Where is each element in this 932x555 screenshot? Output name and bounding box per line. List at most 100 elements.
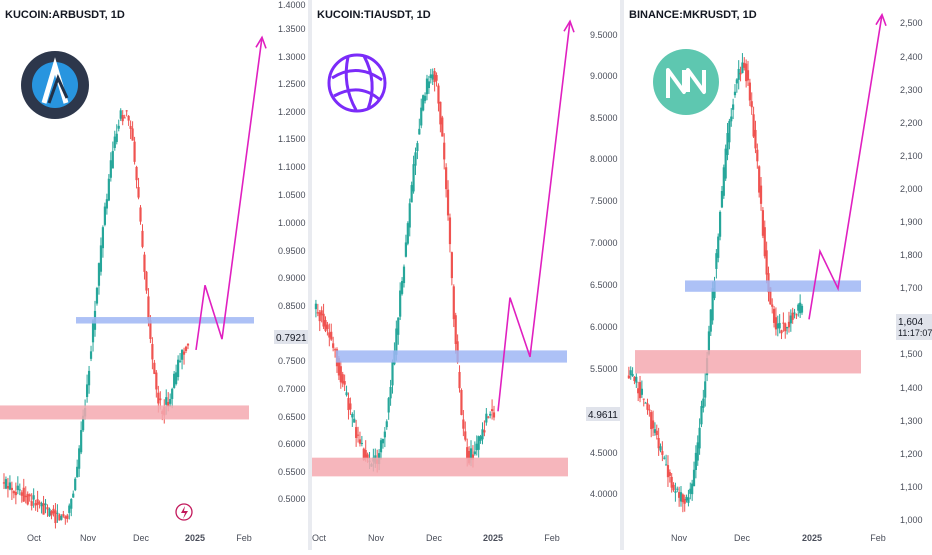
candle [153, 359, 156, 375]
candle [109, 152, 112, 182]
candle [324, 316, 327, 333]
support-zone[interactable] [312, 457, 568, 477]
candle [761, 207, 765, 239]
candle [186, 343, 190, 350]
candle [670, 473, 673, 493]
candle [328, 323, 331, 347]
candle [489, 411, 492, 419]
candle [487, 415, 490, 419]
candle [475, 435, 478, 456]
projection-line[interactable] [195, 37, 263, 351]
support-zone[interactable] [0, 405, 249, 420]
y-tick-label: 2,500 [900, 18, 923, 28]
x-tick-label: Nov [368, 533, 385, 543]
candle [771, 298, 774, 314]
candle [385, 419, 388, 430]
candle [332, 336, 335, 352]
candle [66, 513, 69, 523]
candle [696, 435, 699, 466]
candle [644, 401, 647, 404]
zones [635, 280, 861, 374]
candle [631, 367, 634, 377]
y-tick-label: 4.0000 [590, 489, 618, 499]
candle [330, 323, 333, 341]
resistance-zone[interactable] [76, 317, 254, 324]
candle [155, 370, 158, 398]
resistance-zone[interactable] [336, 350, 567, 363]
candle [356, 426, 360, 443]
candle [759, 177, 763, 211]
candle [18, 483, 21, 496]
candle [151, 337, 154, 370]
arrow-head [875, 12, 887, 26]
candle [89, 345, 93, 362]
y-tick-label: 1,200 [900, 449, 923, 459]
candle [24, 486, 27, 504]
candle [650, 410, 653, 438]
candle [746, 60, 750, 86]
candle [724, 144, 727, 181]
candle [416, 140, 419, 160]
candle [460, 388, 463, 416]
chart-tia-svg[interactable]: KUCOIN:TIAUSDT, 1D 9.5000 9.0000 8.5000 8.0… [312, 0, 620, 550]
candle [184, 345, 188, 354]
candle [391, 359, 394, 394]
candle [314, 299, 318, 318]
candle [414, 147, 417, 176]
lightning-icon[interactable] [175, 503, 193, 521]
candle [40, 501, 43, 514]
candle [692, 461, 696, 487]
candle [651, 410, 655, 437]
y-tick-label: 2,200 [900, 118, 923, 128]
candle [702, 389, 705, 413]
projection-arrow [195, 35, 267, 351]
candle [754, 120, 757, 154]
candle [479, 434, 482, 444]
chart-arb-svg[interactable]: KUCOIN:ARBUSDT, 1D 1.4000 1.3500 1.3000 1.2… [0, 0, 308, 550]
chart-panel-mkr[interactable]: BINANCE:MKRUSDT, 1D 2,500 2,400 2,300 2,200… [624, 0, 932, 550]
candle [10, 481, 13, 501]
candle [659, 443, 662, 453]
candle [726, 122, 729, 161]
y-tick-label: 6.0000 [590, 322, 618, 332]
chart-mkr-svg[interactable]: BINANCE:MKRUSDT, 1D 2,500 2,400 2,300 2,200… [624, 0, 932, 550]
candle [642, 398, 645, 407]
svg-text:0.7921: 0.7921 [276, 333, 307, 344]
candle [429, 68, 432, 84]
candle [133, 136, 136, 165]
projection-line[interactable] [497, 21, 571, 412]
candle [679, 486, 683, 507]
candle [107, 174, 110, 202]
y-tick-label: 1.1500 [278, 134, 306, 144]
chart-panel-arb[interactable]: KUCOIN:ARBUSDT, 1D 1.4000 1.3500 1.3000 1.2… [0, 0, 308, 550]
candle [490, 399, 494, 420]
y-axis: 1.4000 1.3500 1.3000 1.2500 1.2000 1.1500 1.10… [278, 0, 306, 504]
price-label: 1,604 11:17:07 [896, 314, 932, 340]
candle [28, 493, 31, 502]
candle [379, 437, 383, 460]
candle [139, 205, 142, 225]
candle [664, 454, 668, 466]
candle [20, 490, 23, 503]
y-tick-label: 2,300 [900, 85, 923, 95]
candle [143, 251, 146, 280]
y-tick-label: 8.5000 [590, 113, 618, 123]
candle [741, 53, 744, 74]
projection-line[interactable] [808, 14, 883, 320]
y-tick-label: 0.6500 [278, 412, 306, 422]
candle [173, 371, 176, 389]
chart-panel-tia[interactable]: KUCOIN:TIAUSDT, 1D 9.5000 9.0000 8.5000 8.0… [312, 0, 620, 550]
resistance-zone[interactable] [685, 280, 861, 292]
candle [121, 110, 124, 126]
x-tick-label: Dec [426, 533, 443, 543]
candle [26, 491, 29, 506]
candle [433, 67, 436, 92]
candle [406, 221, 409, 246]
candle [74, 477, 77, 492]
support-zone[interactable] [635, 350, 861, 374]
svg-text:4.9611: 4.9611 [588, 410, 618, 421]
candle [422, 94, 425, 112]
candle [400, 277, 404, 296]
y-tick-label: 2,000 [900, 184, 923, 194]
candle [477, 435, 480, 458]
